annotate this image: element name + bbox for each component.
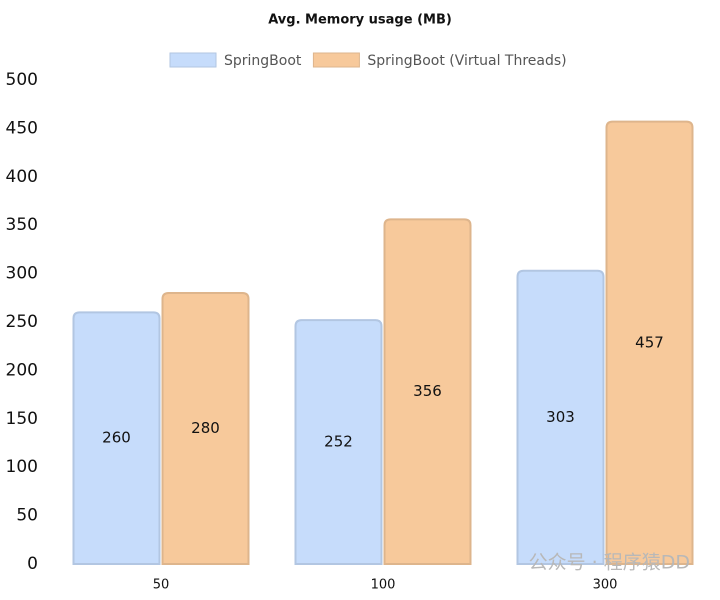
value-label: 252	[324, 433, 353, 451]
y-tick-label: 250	[6, 312, 38, 332]
bar	[605, 120, 694, 565]
watermark: 公众号 · 程序猿DD	[529, 552, 690, 574]
y-tick-label: 200	[6, 360, 38, 380]
bar	[383, 218, 472, 565]
y-tick-label: 450	[6, 118, 38, 138]
chart-title: Avg. Memory usage (MB)	[268, 13, 452, 28]
y-tick-label: 350	[6, 215, 38, 235]
value-label: 303	[546, 408, 575, 426]
y-tick-label: 50	[16, 506, 38, 526]
bar	[294, 319, 383, 565]
x-tick-label: 50	[153, 578, 170, 593]
y-tick-label: 0	[27, 554, 38, 574]
y-tick-label: 100	[6, 457, 38, 477]
y-tick-label: 500	[6, 70, 38, 90]
y-tick-label: 400	[6, 167, 38, 187]
value-label: 457	[635, 333, 664, 351]
bar	[72, 311, 161, 565]
bar	[516, 269, 605, 565]
legend-label: SpringBoot (Virtual Threads)	[367, 53, 566, 69]
value-label: 356	[413, 382, 442, 400]
value-label: 260	[102, 429, 131, 447]
y-tick-label: 300	[6, 264, 38, 284]
x-tick-label: 300	[593, 578, 618, 593]
bar	[161, 291, 250, 565]
x-tick-label: 100	[371, 578, 396, 593]
value-label: 280	[191, 419, 220, 437]
legend-swatch	[312, 52, 360, 68]
y-tick-label: 150	[6, 409, 38, 429]
legend-swatch	[169, 52, 217, 68]
legend-label: SpringBoot	[224, 53, 302, 69]
